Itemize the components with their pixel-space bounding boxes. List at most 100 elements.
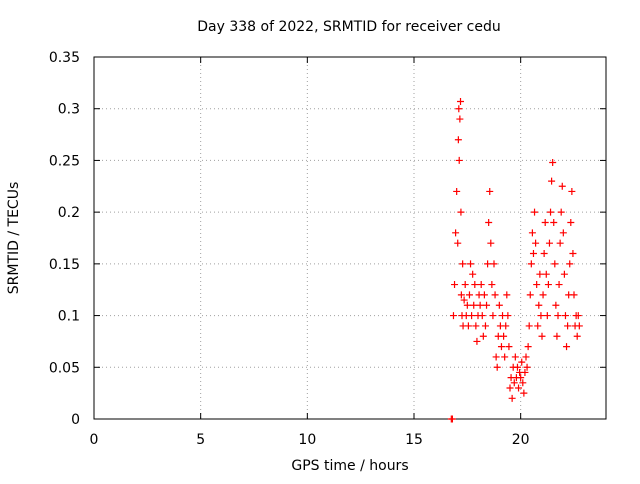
data-point [479, 332, 487, 340]
data-point [495, 301, 503, 309]
axis-ticks: 0 5 10 15 20 0 0.05 0.1 0.15 0.2 0.25 0.3 0.35 [49, 50, 606, 448]
x-tick-label: 0 [90, 432, 99, 448]
data-point [526, 291, 534, 299]
data-point [488, 281, 496, 289]
data-point [563, 343, 571, 351]
data-point [489, 312, 497, 320]
data-point [478, 312, 486, 320]
data-point [508, 394, 516, 402]
data-point [559, 229, 567, 237]
data-point [473, 337, 481, 345]
data-point [566, 260, 574, 268]
data-point [536, 270, 544, 278]
plot-area-frame [93, 56, 607, 420]
data-point [511, 353, 519, 361]
data-point [454, 239, 462, 247]
data-point [477, 281, 485, 289]
data-point [555, 281, 563, 289]
data-point [520, 389, 528, 397]
data-point [467, 260, 475, 268]
data-point [569, 250, 577, 258]
data-point [554, 312, 562, 320]
data-point [484, 260, 492, 268]
data-point [504, 312, 512, 320]
data-point [513, 363, 521, 371]
data-point [455, 105, 463, 113]
data-point [561, 312, 569, 320]
data-point [493, 363, 501, 371]
y-tick-label: 0.3 [58, 102, 80, 118]
data-point [560, 270, 568, 278]
data-point [542, 270, 550, 278]
data-point [490, 260, 498, 268]
data-point [534, 322, 542, 330]
data-point [460, 296, 468, 304]
data-point [575, 322, 583, 330]
data-point [464, 322, 472, 330]
data-point [568, 187, 576, 195]
data-point [529, 250, 537, 258]
data-point [543, 312, 551, 320]
data-point [550, 218, 558, 226]
y-tick-label: 0.25 [49, 153, 80, 169]
data-point [463, 301, 471, 309]
data-point [548, 177, 556, 185]
data-point [547, 208, 555, 216]
data-point [465, 291, 473, 299]
data-point [517, 374, 525, 382]
data-point [459, 260, 467, 268]
data-point [456, 115, 464, 123]
data-point [522, 353, 530, 361]
y-tick-label: 0.35 [49, 50, 80, 66]
data-point [545, 239, 553, 247]
data-point [556, 239, 564, 247]
data-point [531, 208, 539, 216]
data-point [544, 281, 552, 289]
data-point [528, 229, 536, 237]
y-tick-label: 0.05 [49, 360, 80, 376]
data-point [483, 301, 491, 309]
data-point [472, 322, 480, 330]
data-point [480, 291, 488, 299]
data-point [552, 301, 560, 309]
data-point [457, 97, 465, 105]
data-point [541, 218, 549, 226]
data-point [510, 379, 518, 387]
y-tick-label: 0.2 [58, 205, 80, 221]
data-point [521, 368, 529, 376]
data-point [570, 291, 578, 299]
data-point [567, 218, 575, 226]
data-point [503, 291, 511, 299]
data-point [486, 187, 494, 195]
data-point [481, 322, 489, 330]
data-point [453, 187, 461, 195]
data-point [553, 332, 561, 340]
data-point [519, 379, 527, 387]
data-point [451, 281, 459, 289]
data-point [515, 384, 523, 392]
data-point [485, 218, 493, 226]
data-points [447, 97, 583, 423]
x-tick-label: 15 [405, 432, 423, 448]
data-point [455, 156, 463, 164]
data-point [573, 332, 581, 340]
data-point [500, 332, 508, 340]
x-tick-label: 20 [512, 432, 530, 448]
data-point [557, 208, 565, 216]
data-point [471, 281, 479, 289]
data-point [506, 384, 514, 392]
x-tick-label: 10 [298, 432, 316, 448]
y-tick-label: 0.15 [49, 257, 80, 273]
data-point [518, 358, 526, 366]
data-point [537, 312, 545, 320]
data-point [454, 136, 462, 144]
data-point [448, 415, 456, 423]
data-point [551, 260, 559, 268]
data-point [549, 158, 557, 166]
data-point [525, 322, 533, 330]
data-point [502, 322, 510, 330]
data-point [452, 229, 460, 237]
chart-title: Day 338 of 2022, SRMTID for receiver ced… [197, 19, 500, 35]
